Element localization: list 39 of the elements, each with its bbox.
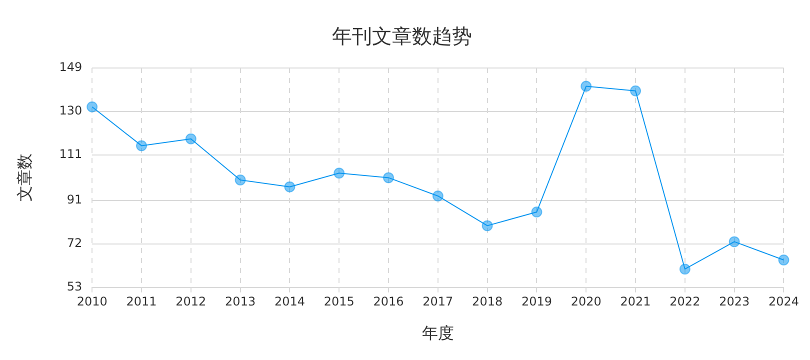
x-tick-label: 2024 — [768, 294, 800, 309]
point — [630, 85, 642, 96]
point — [284, 181, 296, 192]
x-axis-title: 年度 — [422, 324, 454, 343]
point — [136, 140, 148, 152]
y-tick-label: 91 — [66, 192, 82, 207]
y-tick-label: 111 — [59, 146, 82, 161]
y-tick-label: 149 — [59, 60, 82, 74]
y-tick-label: 53 — [66, 280, 82, 294]
x-tick-label: 2023 — [719, 294, 750, 309]
x-tick-label: 2015 — [324, 294, 354, 309]
x-tick-label: 2021 — [620, 294, 651, 309]
y-tick-label: 72 — [66, 236, 82, 250]
point — [234, 174, 246, 186]
point — [432, 190, 444, 202]
point — [482, 220, 493, 232]
x-tick-label: 2012 — [176, 294, 206, 309]
point — [728, 236, 740, 248]
x-tick-label: 2022 — [670, 294, 700, 309]
point — [383, 172, 394, 184]
y-axis-title: 文章数 — [14, 154, 34, 202]
y-tick-label: 130 — [59, 104, 82, 118]
x-tick-label: 2019 — [521, 294, 552, 309]
point — [334, 168, 345, 179]
chart-title: 年刊文章数趋势 — [332, 24, 472, 48]
point — [531, 206, 542, 218]
point — [86, 101, 98, 112]
x-tick-label: 2014 — [274, 294, 305, 309]
x-tick-label: 2016 — [373, 294, 404, 309]
x-tick-label: 2013 — [225, 294, 256, 309]
x-tick-label: 2018 — [472, 294, 503, 309]
x-tick-label: 2010 — [76, 294, 108, 309]
x-tick-label: 2011 — [126, 294, 157, 309]
x-tick-label: 2017 — [422, 294, 454, 309]
point — [580, 80, 592, 92]
point — [679, 264, 690, 275]
point — [778, 254, 790, 266]
x-tick-label: 2020 — [570, 294, 602, 309]
point — [185, 133, 196, 144]
